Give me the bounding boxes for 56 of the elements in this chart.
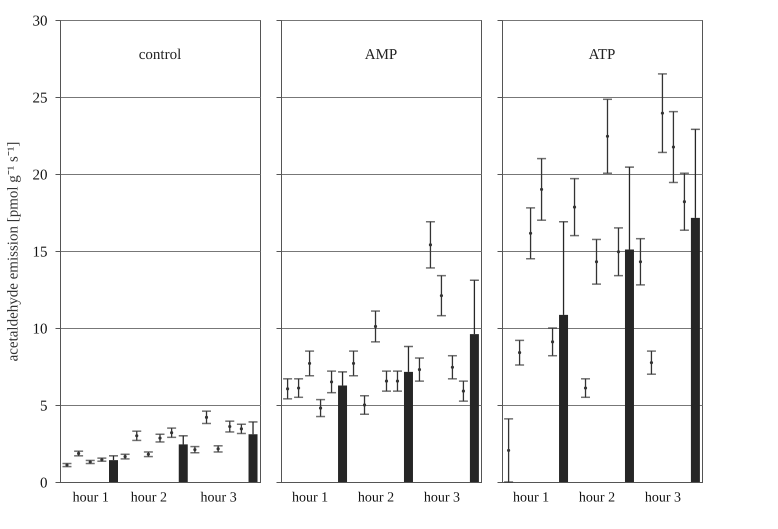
y-tick-label: 15 — [32, 244, 48, 260]
point — [572, 206, 576, 209]
text: ATP — [588, 47, 616, 63]
point — [240, 427, 243, 430]
point — [135, 434, 138, 438]
text: control — [138, 47, 182, 63]
point — [682, 200, 686, 204]
y-tick-label: 10 — [32, 322, 48, 338]
point — [606, 134, 610, 138]
point — [308, 362, 312, 365]
point — [297, 386, 300, 390]
point — [158, 436, 162, 440]
point — [638, 260, 642, 264]
point — [374, 324, 378, 328]
y-tick-label: 0 — [40, 476, 48, 492]
point — [550, 340, 554, 344]
point — [170, 431, 174, 434]
x-tick-label: hour 2 — [130, 490, 167, 506]
point — [660, 112, 664, 115]
point — [330, 380, 334, 384]
x-tick-label: hour 2 — [358, 490, 394, 506]
point — [352, 362, 356, 365]
y-tick-label: 20 — [32, 168, 48, 184]
point — [418, 368, 422, 372]
point — [594, 260, 598, 264]
point — [384, 380, 388, 383]
point — [450, 366, 454, 369]
point — [584, 386, 588, 390]
x-tick-label: hour 1 — [512, 490, 550, 506]
x-tick-label: hour 1 — [292, 490, 328, 506]
text: AMP — [364, 47, 398, 63]
point — [440, 294, 444, 298]
x-tick-label: hour 1 — [72, 490, 109, 506]
y-tick-label: 25 — [32, 90, 48, 106]
point — [396, 380, 400, 383]
y-tick-label: 5 — [40, 398, 48, 414]
x-tick-label: hour 3 — [200, 490, 237, 506]
point — [507, 448, 510, 452]
point — [616, 250, 620, 254]
y-tick-label: 30 — [32, 14, 48, 30]
x-tick-label: hour 3 — [644, 490, 682, 506]
point — [540, 188, 544, 191]
point — [428, 243, 432, 246]
point — [518, 351, 522, 354]
x-tick-label: hour 3 — [424, 490, 460, 506]
point — [228, 424, 232, 428]
point — [204, 416, 208, 419]
point — [528, 232, 532, 235]
point — [362, 403, 366, 407]
point — [672, 145, 676, 149]
point — [318, 406, 322, 410]
point — [286, 387, 290, 390]
point — [462, 390, 465, 393]
point — [650, 361, 654, 364]
x-tick-label: hour 2 — [578, 490, 616, 506]
y-axis-title: acetaldehyde emission [pmol g⁻¹ s⁻¹] — [6, 142, 22, 362]
